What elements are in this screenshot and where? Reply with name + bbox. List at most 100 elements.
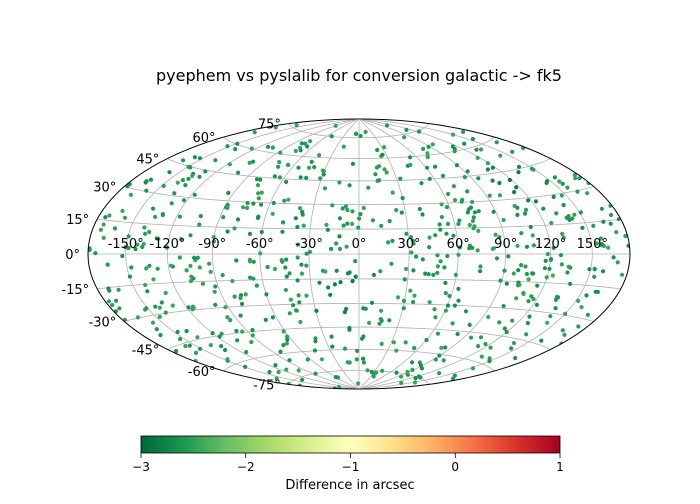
data-point [456,286,461,291]
data-point [567,217,572,222]
data-point [386,240,391,245]
data-point [601,219,606,224]
data-point [606,245,611,250]
lon-tick-label: 60° [447,237,470,252]
data-point [160,212,165,218]
data-point [144,179,149,184]
data-point [437,222,442,227]
data-point [232,294,237,299]
data-point [438,227,443,232]
data-point [453,272,458,277]
data-point [519,263,524,268]
data-point [472,210,477,215]
data-point [313,336,318,341]
data-point [318,176,323,181]
data-point [304,175,309,180]
data-point [524,271,530,277]
data-point [504,281,509,286]
data-point [549,220,554,226]
data-point [283,265,288,270]
data-point [468,205,473,210]
data-point [107,213,112,218]
lon-tick-label: -150° [108,237,144,252]
data-point [576,298,581,303]
data-point [437,353,442,358]
data-point [363,129,368,134]
data-point [271,200,276,206]
data-point [299,141,304,146]
data-point [284,257,289,262]
lat-tick-label: 0° [65,248,80,263]
data-point [382,167,387,172]
data-point [405,369,410,374]
data-point [243,292,248,297]
data-point [325,227,330,232]
data-point [575,189,580,194]
data-point [387,219,392,224]
data-point [502,326,507,331]
data-point [497,235,502,240]
data-point [177,214,182,219]
data-point [338,280,343,285]
data-point [516,170,521,175]
data-point [444,231,449,236]
data-point [248,275,253,280]
data-point [440,173,446,178]
data-point [329,246,334,251]
data-point [559,262,564,267]
data-point [330,344,335,349]
data-point [587,267,592,272]
data-point [599,206,605,211]
data-point [504,329,509,335]
data-point [474,147,479,152]
data-point [188,233,193,238]
data-point [470,218,475,224]
data-point [541,206,546,211]
data-point [235,217,241,222]
data-point [284,274,289,279]
data-point [198,346,203,351]
data-point [511,190,517,195]
data-point [249,339,254,345]
data-point [563,311,568,316]
data-point [93,251,98,256]
data-point [183,183,188,188]
lat-tick-label: 15° [66,213,89,228]
data-point [148,177,154,182]
data-point [373,172,378,177]
data-point [161,183,166,188]
data-point [390,238,395,243]
data-point [465,189,470,194]
data-point [425,155,430,160]
data-point [363,306,368,311]
data-point [358,133,363,139]
data-point [256,196,261,201]
data-point [220,273,225,278]
data-point [345,360,350,365]
data-point [476,228,481,233]
colorbar-tick-label: −3 [132,460,150,474]
data-point [398,176,403,181]
data-point [408,162,413,167]
data-point [497,193,502,198]
data-point [560,328,565,333]
data-point [516,164,522,169]
data-point [270,211,275,216]
data-point [371,272,376,278]
data-point [126,234,131,239]
data-point [510,149,515,154]
data-point [446,191,451,197]
parallel-line [167,158,551,182]
data-point [258,251,263,256]
data-point [478,335,484,340]
data-point [424,337,429,343]
data-point [312,348,317,353]
data-point [285,334,290,339]
data-point [154,327,159,332]
data-point [598,236,604,241]
data-point [369,300,375,305]
data-point [281,220,286,225]
data-point [151,206,156,211]
data-point [112,226,118,231]
data-point [361,334,366,339]
